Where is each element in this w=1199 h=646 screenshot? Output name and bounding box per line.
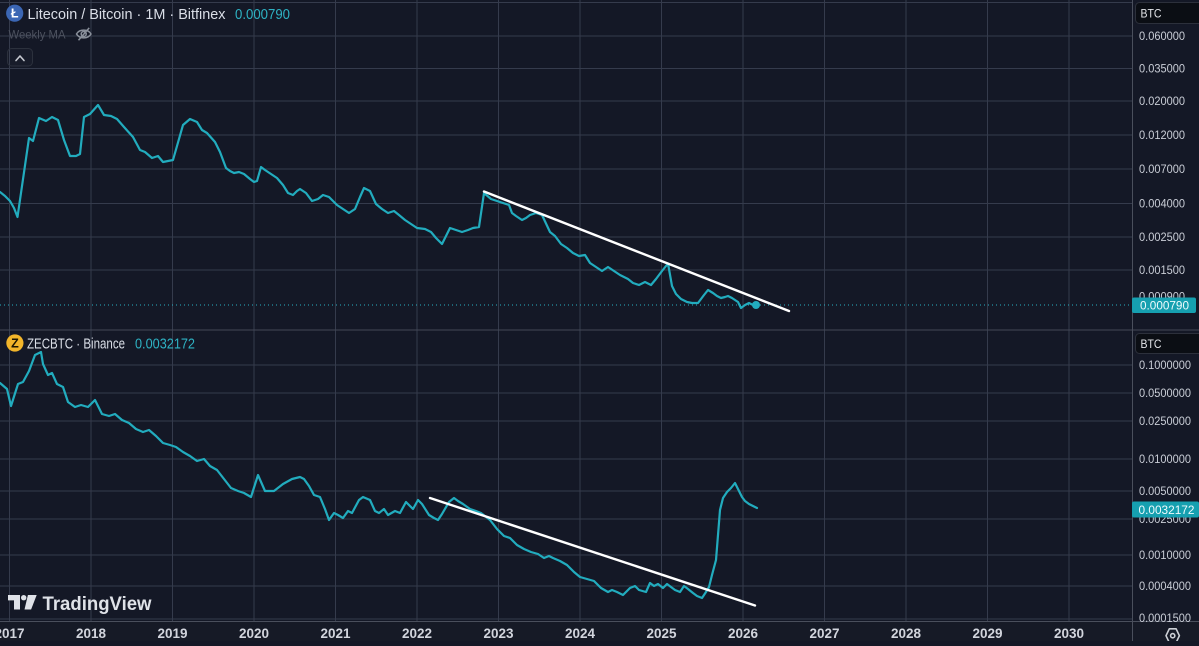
svg-text:2020: 2020 bbox=[239, 626, 269, 641]
svg-text:0.001500: 0.001500 bbox=[1139, 265, 1185, 277]
svg-text:2018: 2018 bbox=[76, 626, 107, 641]
svg-text:2028: 2028 bbox=[891, 626, 922, 641]
svg-text:0.0001500: 0.0001500 bbox=[1139, 613, 1191, 625]
svg-text:0.002500: 0.002500 bbox=[1139, 232, 1185, 244]
svg-text:2021: 2021 bbox=[320, 626, 351, 641]
svg-text:ZECBTC · Binance: ZECBTC · Binance bbox=[27, 336, 125, 352]
svg-text:Z: Z bbox=[11, 337, 19, 351]
svg-text:0.1000000: 0.1000000 bbox=[1139, 360, 1191, 372]
svg-text:0.020000: 0.020000 bbox=[1139, 96, 1185, 108]
svg-text:Ł: Ł bbox=[11, 7, 19, 21]
svg-text:2019: 2019 bbox=[157, 626, 187, 641]
svg-text:2029: 2029 bbox=[972, 626, 1002, 641]
svg-text:2024: 2024 bbox=[565, 626, 596, 641]
svg-text:2023: 2023 bbox=[483, 626, 514, 641]
svg-text:0.0500000: 0.0500000 bbox=[1139, 388, 1191, 400]
svg-text:BTC: BTC bbox=[1141, 8, 1162, 20]
svg-text:0.0100000: 0.0100000 bbox=[1139, 454, 1191, 466]
svg-text:2026: 2026 bbox=[728, 626, 759, 641]
svg-text:0.0032172: 0.0032172 bbox=[1139, 505, 1195, 517]
svg-text:2030: 2030 bbox=[1054, 626, 1084, 641]
svg-text:0.0004000: 0.0004000 bbox=[1139, 581, 1191, 593]
svg-text:0.000790: 0.000790 bbox=[1140, 301, 1189, 313]
svg-text:0.0250000: 0.0250000 bbox=[1139, 416, 1191, 428]
svg-text:Litecoin / Bitcoin · 1M · Bitf: Litecoin / Bitcoin · 1M · Bitfinex bbox=[28, 7, 227, 23]
svg-text:0.004000: 0.004000 bbox=[1139, 199, 1185, 211]
svg-text:TradingView: TradingView bbox=[43, 594, 152, 615]
svg-text:0.0010000: 0.0010000 bbox=[1139, 550, 1191, 562]
svg-text:2022: 2022 bbox=[402, 626, 432, 641]
svg-text:0.0032172: 0.0032172 bbox=[135, 336, 195, 352]
svg-text:2027: 2027 bbox=[809, 626, 839, 641]
svg-text:0.007000: 0.007000 bbox=[1139, 164, 1185, 176]
svg-text:0.035000: 0.035000 bbox=[1139, 64, 1185, 76]
svg-text:0.000790: 0.000790 bbox=[235, 7, 290, 23]
svg-text:0.060000: 0.060000 bbox=[1139, 31, 1185, 43]
svg-text:2017: 2017 bbox=[0, 626, 25, 641]
svg-text:BTC: BTC bbox=[1141, 339, 1162, 351]
svg-text:0.012000: 0.012000 bbox=[1139, 130, 1185, 142]
svg-text:0.0050000: 0.0050000 bbox=[1139, 486, 1191, 498]
svg-text:Weekly MA: Weekly MA bbox=[9, 27, 66, 41]
svg-text:2025: 2025 bbox=[646, 626, 677, 641]
